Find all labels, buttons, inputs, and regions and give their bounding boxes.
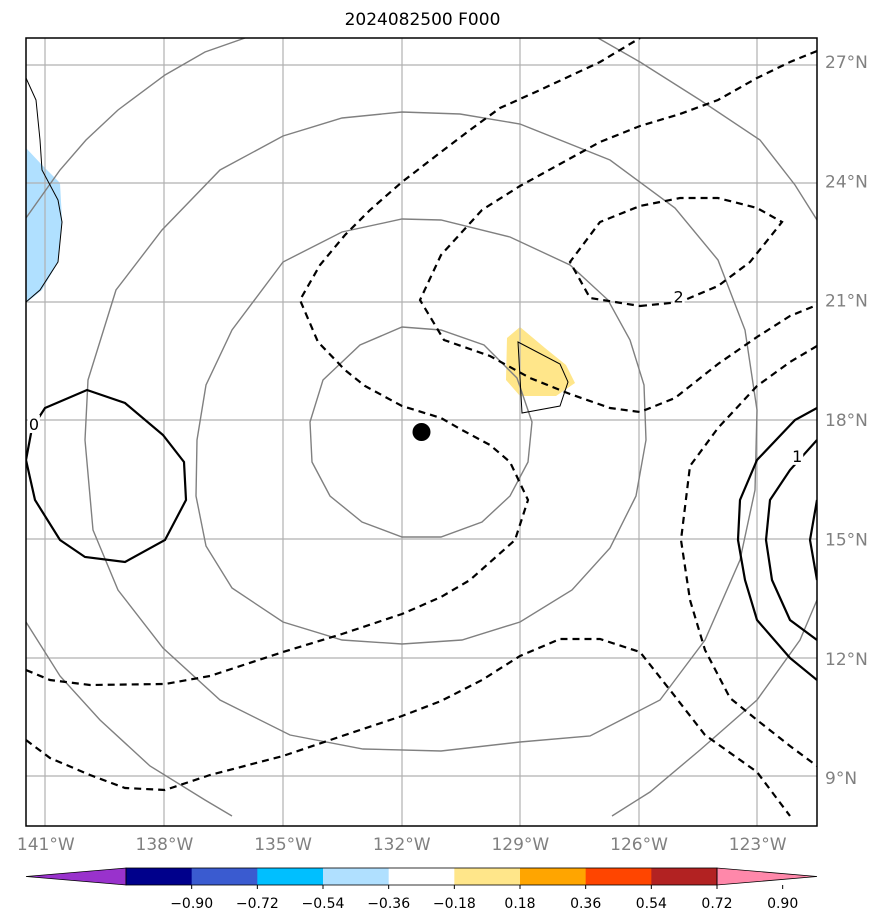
colorbar-extend-high (716, 867, 818, 886)
colorbar-segment (585, 868, 652, 885)
contour-label-bg (791, 446, 804, 465)
lat-tick-label: 21°N (825, 292, 868, 312)
outline-feature (517, 341, 569, 414)
contour-label-bg (672, 287, 685, 306)
colorbar-tick-label: 0.18 (504, 896, 535, 912)
dashed-contours (26, 38, 817, 817)
outline-west (26, 77, 63, 303)
colorbar-segment (323, 868, 390, 885)
gray-contours (26, 38, 817, 817)
solid-contours (26, 388, 817, 681)
lon-tick-label: 132°W (373, 835, 431, 855)
negative-shading-region (26, 148, 62, 303)
lon-tick-label: 135°W (254, 835, 312, 855)
colorbar-tick-label: −0.90 (170, 896, 213, 912)
lat-tick-label: 12°N (825, 650, 868, 670)
colorbar-segment (191, 868, 258, 885)
colorbar-tick-label: 0.36 (570, 896, 601, 912)
lon-tick-label: 126°W (610, 835, 668, 855)
colorbar-tick-label: 0.54 (636, 896, 667, 912)
lat-tick-label: 27°N (825, 53, 868, 73)
map-frame (25, 37, 818, 827)
colorbar-tick-label: 0.72 (701, 896, 732, 912)
lon-tick-label: 141°W (17, 835, 75, 855)
lon-tick-label: 129°W (491, 835, 549, 855)
colorbar-segment (651, 868, 718, 885)
colorbar-tick-label: −0.72 (236, 896, 279, 912)
lat-tick-label: 24°N (825, 172, 868, 192)
colorbar-segment (126, 868, 193, 885)
colorbar-segment (454, 868, 521, 885)
contour-label: 1 (792, 447, 802, 466)
lon-tick-label: 138°W (136, 835, 194, 855)
contour-label: 2 (673, 288, 683, 307)
colorbar-segment (520, 868, 587, 885)
colorbar-tick-label: −0.18 (433, 896, 476, 912)
map-title: 2024082500 F000 (344, 10, 501, 30)
storm-center-marker (412, 423, 431, 441)
colorbar-extend-low (25, 867, 127, 886)
contour-label-bg (27, 415, 40, 434)
colorbar-segment (388, 868, 455, 885)
colorbar-frame (125, 867, 718, 886)
lat-tick-label: 18°N (825, 411, 868, 431)
contour-label: 0 (29, 415, 39, 434)
colorbar-tick-label: 0.90 (767, 896, 798, 912)
positive-shading-region (506, 327, 575, 396)
colorbar-tick-label: −0.54 (302, 896, 345, 912)
colorbar-segment (257, 868, 324, 885)
colorbar: −0.90 −0.72 −0.54 −0.36 −0.18 0.18 0.36 0.54 0.7… (25, 867, 818, 912)
lat-tick-label: 15°N (825, 530, 868, 550)
lat-tick-label: 9°N (825, 769, 857, 789)
colorbar-tick-label: −0.36 (367, 896, 410, 912)
lon-tick-label: 123°W (729, 835, 787, 855)
